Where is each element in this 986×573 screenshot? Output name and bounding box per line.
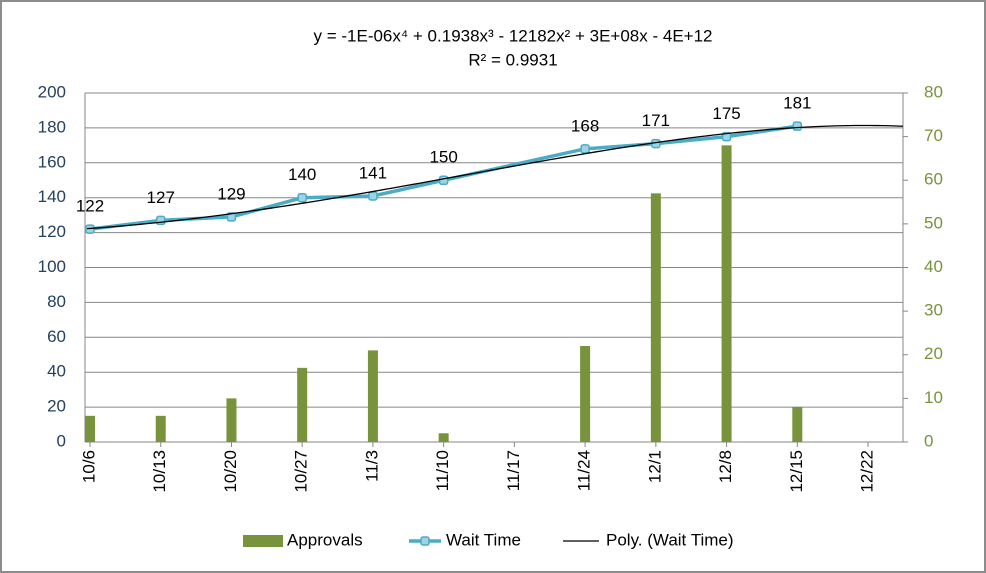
y2-tick-label: 0 (924, 431, 933, 450)
x-tick-label: 10/20 (221, 450, 240, 493)
marker (438, 175, 449, 185)
y2-tick-label: 70 (924, 126, 943, 145)
x-tick-label: 10/6 (79, 450, 98, 483)
y-tick-label: 80 (47, 292, 66, 311)
bar (85, 415, 95, 442)
x-tick-label: 12/15 (787, 450, 806, 493)
marker (226, 212, 237, 222)
x-tick-label: 11/17 (504, 450, 523, 491)
y-tick-label: 120 (38, 222, 66, 241)
x-tick-label: 11/24 (575, 450, 594, 491)
marker (721, 131, 732, 142)
x-tick-label: 10/27 (292, 450, 311, 493)
x-tick-label: 12/8 (716, 450, 735, 483)
y2-tick-label: 10 (924, 388, 943, 407)
data-label: 127 (147, 188, 175, 207)
y2-tick-label: 30 (924, 301, 943, 320)
x-tick-label: 12/1 (645, 450, 664, 483)
bar (367, 350, 378, 442)
bar (792, 407, 803, 442)
bar (297, 367, 308, 442)
y-tick-label: 40 (47, 362, 66, 381)
y-tick-label: 100 (38, 257, 66, 276)
y2-tick-label: 20 (924, 344, 943, 363)
y2-tick-label: 40 (924, 257, 943, 276)
y-tick-label: 20 (47, 397, 66, 416)
trend-r-squared: R² = 0.9931 (468, 50, 557, 69)
bar (226, 398, 237, 442)
bar (580, 346, 591, 442)
x-tick-label: 11/10 (433, 450, 452, 491)
legend-label: Wait Time (446, 530, 521, 549)
legend-label: Approvals (287, 530, 363, 549)
data-label: 122 (76, 197, 104, 216)
y-tick-label: 140 (38, 187, 66, 206)
marker (297, 192, 307, 203)
bar (155, 415, 166, 442)
y-tick-label: 180 (38, 117, 66, 136)
data-label: 150 (429, 148, 457, 167)
data-label: 168 (571, 116, 599, 135)
data-label: 141 (359, 163, 387, 182)
legend-swatch (420, 536, 430, 546)
y2-tick-label: 50 (924, 213, 943, 232)
y2-tick-label: 60 (924, 170, 943, 189)
trendline (86, 124, 904, 230)
x-tick-label: 11/3 (362, 450, 381, 482)
bar (650, 193, 661, 442)
marker (85, 224, 95, 234)
y2-tick-label: 80 (924, 82, 943, 101)
legend-label: Poly. (Wait Time) (606, 530, 734, 549)
data-label: 175 (712, 104, 740, 123)
data-label: 140 (288, 165, 316, 184)
data-label: 181 (783, 94, 811, 113)
marker (580, 144, 590, 154)
y-tick-label: 60 (47, 327, 66, 346)
bar (721, 145, 732, 442)
bar (438, 433, 449, 442)
data-label: 171 (642, 111, 670, 130)
x-tick-label: 12/22 (858, 450, 877, 493)
y-tick-label: 0 (57, 431, 66, 450)
marker (368, 191, 378, 201)
legend-swatch (243, 535, 283, 547)
x-tick-label: 10/13 (150, 450, 169, 493)
y-tick-label: 200 (38, 82, 66, 101)
data-label: 129 (217, 184, 245, 203)
trend-equation: y = -1E-06x⁴ + 0.1938x³ - 12182x² + 3E+0… (313, 26, 712, 45)
y-tick-label: 160 (38, 152, 66, 171)
marker (792, 121, 803, 131)
